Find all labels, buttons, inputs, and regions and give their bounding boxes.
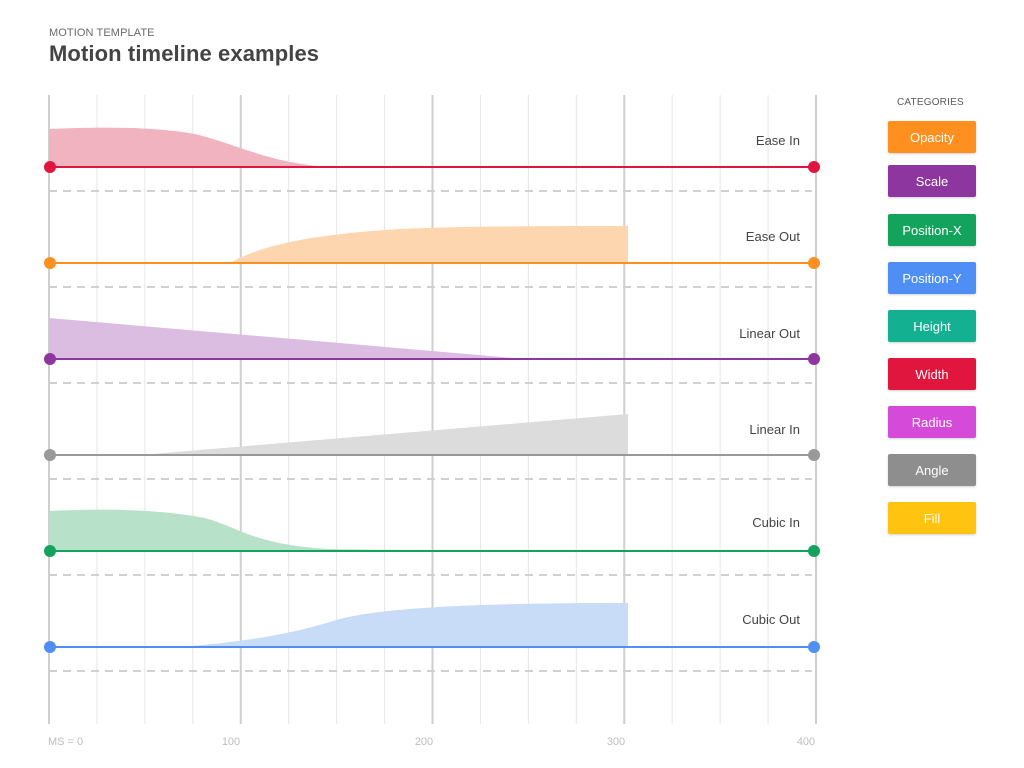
track-end-handle xyxy=(808,161,820,173)
track-label: Cubic Out xyxy=(742,612,800,627)
category-fill[interactable]: Fill xyxy=(888,502,976,534)
track-end-handle xyxy=(808,545,820,557)
track-fill-0 xyxy=(49,127,330,167)
category-height[interactable]: Height xyxy=(888,310,976,342)
axis-tick-label: 200 xyxy=(415,736,433,748)
page-eyebrow: MOTION TEMPLATE xyxy=(49,27,155,39)
track-start-handle xyxy=(44,353,56,365)
axis-tick-label: 400 xyxy=(797,736,815,748)
track-start-handle xyxy=(44,449,56,461)
track-start-handle xyxy=(44,161,56,173)
category-width[interactable]: Width xyxy=(888,358,976,390)
track-fill-4 xyxy=(49,509,480,551)
track-label: Ease Out xyxy=(746,229,801,244)
axis-tick-label: 100 xyxy=(222,736,240,748)
page-title: Motion timeline examples xyxy=(49,41,320,66)
track-end-handle xyxy=(808,353,820,365)
track-fill-3 xyxy=(140,414,628,455)
axis-tick-label: MS = 0 xyxy=(48,736,83,748)
category-angle[interactable]: Angle xyxy=(888,454,976,486)
category-position-y[interactable]: Position-Y xyxy=(888,262,976,294)
track-start-handle xyxy=(44,257,56,269)
track-end-handle xyxy=(808,641,820,653)
track-fill-1 xyxy=(230,226,628,263)
track-start-handle xyxy=(44,641,56,653)
categories-title: CATEGORIES xyxy=(897,97,964,108)
category-scale[interactable]: Scale xyxy=(888,165,976,197)
track-end-handle xyxy=(808,449,820,461)
category-radius[interactable]: Radius xyxy=(888,406,976,438)
track-label: Cubic In xyxy=(752,515,800,530)
track-label: Ease In xyxy=(756,133,800,148)
track-start-handle xyxy=(44,545,56,557)
track-fill-5 xyxy=(180,603,628,647)
track-label: Linear In xyxy=(749,422,800,437)
category-opacity[interactable]: Opacity xyxy=(888,121,976,153)
track-fill-2 xyxy=(49,318,525,359)
category-position-x[interactable]: Position-X xyxy=(888,214,976,246)
track-end-handle xyxy=(808,257,820,269)
axis-tick-label: 300 xyxy=(607,736,625,748)
track-label: Linear Out xyxy=(739,326,800,341)
